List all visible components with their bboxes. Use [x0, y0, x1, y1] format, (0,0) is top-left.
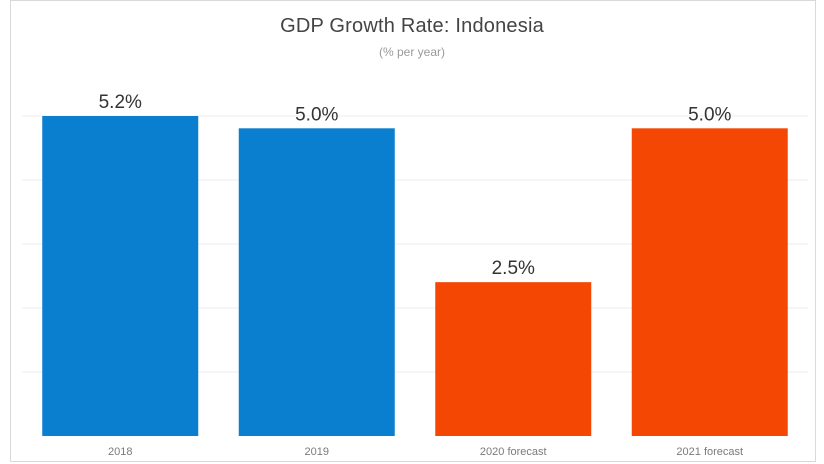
bar-2018	[42, 116, 199, 436]
chart-subtitle: (% per year)	[378, 45, 446, 59]
chart-title: GDP Growth Rate: Indonesia	[280, 15, 544, 37]
bar-2019	[238, 128, 395, 437]
data-label: 5.0%	[688, 104, 731, 125]
x-tick-label: 2020 forecast	[480, 446, 547, 458]
bar-2020-forecast	[435, 282, 592, 436]
bar-2021-forecast	[631, 128, 788, 437]
x-tick-label: 2019	[305, 446, 329, 458]
x-tick-label: 2021 forecast	[676, 446, 743, 458]
data-label: 5.0%	[295, 104, 338, 125]
x-tick-label: 2018	[108, 446, 132, 458]
data-label: 2.5%	[492, 258, 535, 279]
data-label: 5.2%	[99, 92, 142, 113]
